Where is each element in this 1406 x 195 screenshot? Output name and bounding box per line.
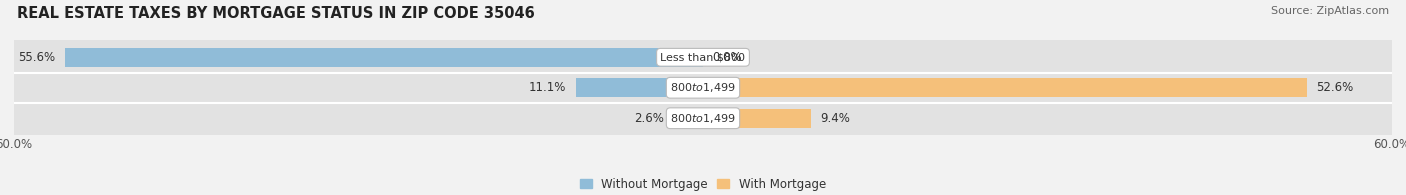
Text: $800 to $1,499: $800 to $1,499 bbox=[671, 81, 735, 94]
Text: 0.0%: 0.0% bbox=[713, 51, 742, 64]
Bar bbox=[14, 71, 1392, 105]
Text: 2.6%: 2.6% bbox=[634, 112, 664, 125]
Bar bbox=[14, 101, 1392, 135]
Text: Less than $800: Less than $800 bbox=[661, 52, 745, 62]
Text: $800 to $1,499: $800 to $1,499 bbox=[671, 112, 735, 125]
Legend: Without Mortgage, With Mortgage: Without Mortgage, With Mortgage bbox=[581, 178, 825, 191]
Bar bbox=[703, 78, 1308, 97]
Bar bbox=[673, 109, 703, 128]
Text: Source: ZipAtlas.com: Source: ZipAtlas.com bbox=[1271, 6, 1389, 16]
Bar bbox=[575, 78, 703, 97]
Text: 52.6%: 52.6% bbox=[1316, 81, 1354, 94]
Bar bbox=[65, 48, 703, 67]
Text: 9.4%: 9.4% bbox=[820, 112, 851, 125]
Text: REAL ESTATE TAXES BY MORTGAGE STATUS IN ZIP CODE 35046: REAL ESTATE TAXES BY MORTGAGE STATUS IN … bbox=[17, 6, 534, 21]
Text: 11.1%: 11.1% bbox=[529, 81, 567, 94]
Text: 55.6%: 55.6% bbox=[18, 51, 55, 64]
Bar bbox=[14, 40, 1392, 74]
Bar bbox=[703, 109, 811, 128]
